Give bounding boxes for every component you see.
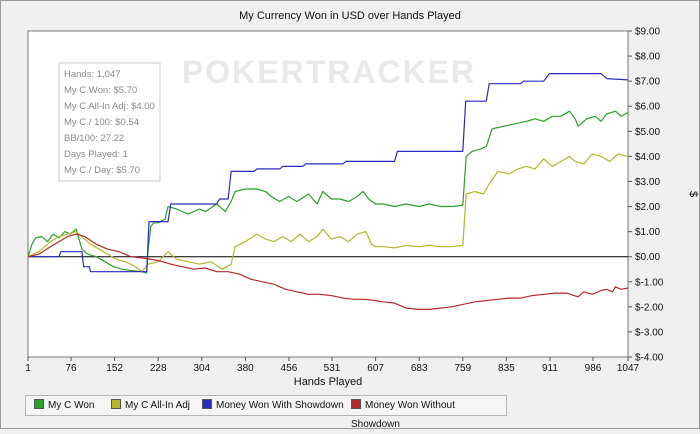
- y-tick-label: $5.00: [635, 127, 660, 138]
- axes: 1 76 152 228 304 380 456 531 607 683 759 835 911 986 1…: [25, 27, 664, 375]
- y-tick-label: $-4.00: [635, 353, 664, 364]
- y-tick-label: $8.00: [635, 52, 660, 63]
- chart-title: My Currency Won in USD over Hands Played: [239, 10, 461, 22]
- legend-item[interactable]: My C Won: [34, 396, 95, 415]
- x-tick-label: 1: [25, 363, 31, 374]
- stats-line: My C / Day: $5.70: [64, 165, 140, 176]
- legend-label: Money Won Without Showdown: [351, 400, 455, 430]
- x-tick-label: 531: [324, 363, 341, 374]
- x-tick-label: 456: [281, 363, 298, 374]
- x-tick-label: 986: [585, 363, 602, 374]
- y-tick-label: $4.00: [635, 152, 660, 163]
- y-tick-label: $1.00: [635, 227, 660, 238]
- series-line-4: [27, 233, 629, 310]
- legend-swatch: [34, 399, 44, 409]
- series-layer: [27, 72, 629, 310]
- x-tick-label: 228: [150, 363, 167, 374]
- stats-line: Hands: 1,047: [64, 69, 121, 80]
- x-tick-label: 683: [411, 363, 428, 374]
- stats-box: Hands: 1,047 My C Won: $5.70 My C All-In A…: [58, 62, 161, 182]
- stats-line: Days Played: 1: [64, 149, 128, 160]
- x-tick-label: 835: [498, 363, 515, 374]
- series-line-3: [28, 72, 629, 273]
- x-axis-label: Hands Played: [294, 376, 363, 388]
- x-tick-label: 304: [193, 363, 210, 374]
- y-tick-label: $-1.00: [635, 277, 664, 288]
- x-tick-label: 607: [367, 363, 384, 374]
- x-tick-label: 76: [65, 363, 77, 374]
- y-axis-label: $: [687, 191, 699, 197]
- y-tick-label: $-2.00: [635, 302, 664, 313]
- legend: My C Won My C All-In Adj Money Won With Sh…: [25, 395, 507, 430]
- legend-label: Money Won With Showdown: [216, 400, 344, 411]
- x-tick-label: 380: [237, 363, 254, 374]
- legend-item[interactable]: My C All-In Adj: [111, 396, 190, 415]
- stats-box-frame: [58, 62, 161, 182]
- watermark: POKERTRACKER: [182, 54, 476, 90]
- legend-swatch: [111, 399, 121, 409]
- stats-line: My C All-In Adj: $4.00: [64, 101, 155, 112]
- stats-line: My C / 100: $0.54: [64, 117, 139, 128]
- y-tick-label: $9.00: [635, 27, 660, 38]
- x-tick-label: 152: [106, 363, 123, 374]
- legend-swatch: [351, 399, 361, 409]
- legend-item[interactable]: Money Won With Showdown: [202, 396, 344, 415]
- stats-line: My C Won: $5.70: [64, 85, 137, 96]
- y-tick-label: $7.00: [635, 77, 660, 88]
- y-tick-label: $6.00: [635, 102, 660, 113]
- x-tick-label: 759: [454, 363, 471, 374]
- legend-item[interactable]: Money Won Without Showdown: [351, 396, 506, 430]
- legend-swatch: [202, 399, 212, 409]
- series-line-1: [27, 110, 629, 274]
- series-line-2: [27, 153, 629, 273]
- stats-line: BB/100: 27.22: [64, 133, 124, 144]
- x-tick-label: 1047: [617, 363, 640, 374]
- x-tick-label: 911: [542, 363, 558, 374]
- y-tick-label: $3.00: [635, 177, 660, 188]
- legend-label: My C Won: [48, 400, 95, 411]
- legend-label: My C All-In Adj: [125, 400, 191, 411]
- y-tick-label: $2.00: [635, 202, 660, 213]
- y-tick-label: $-3.00: [635, 327, 664, 338]
- y-tick-label: $0.00: [635, 252, 660, 263]
